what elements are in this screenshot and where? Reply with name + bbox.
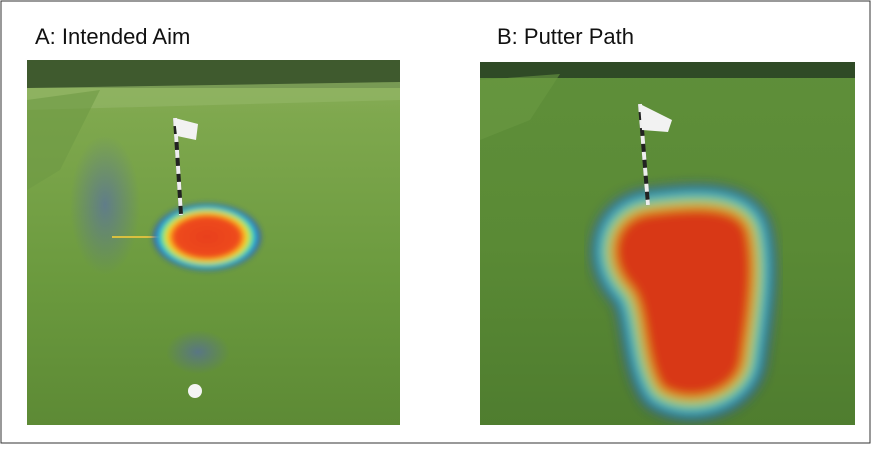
photo-b [480, 62, 855, 425]
photo-a [27, 60, 400, 425]
figure: A: Intended Aim B: Putter Path [0, 0, 871, 444]
panel-title: B: Putter Path [497, 24, 634, 49]
panel-title: A: Intended Aim [35, 24, 190, 49]
